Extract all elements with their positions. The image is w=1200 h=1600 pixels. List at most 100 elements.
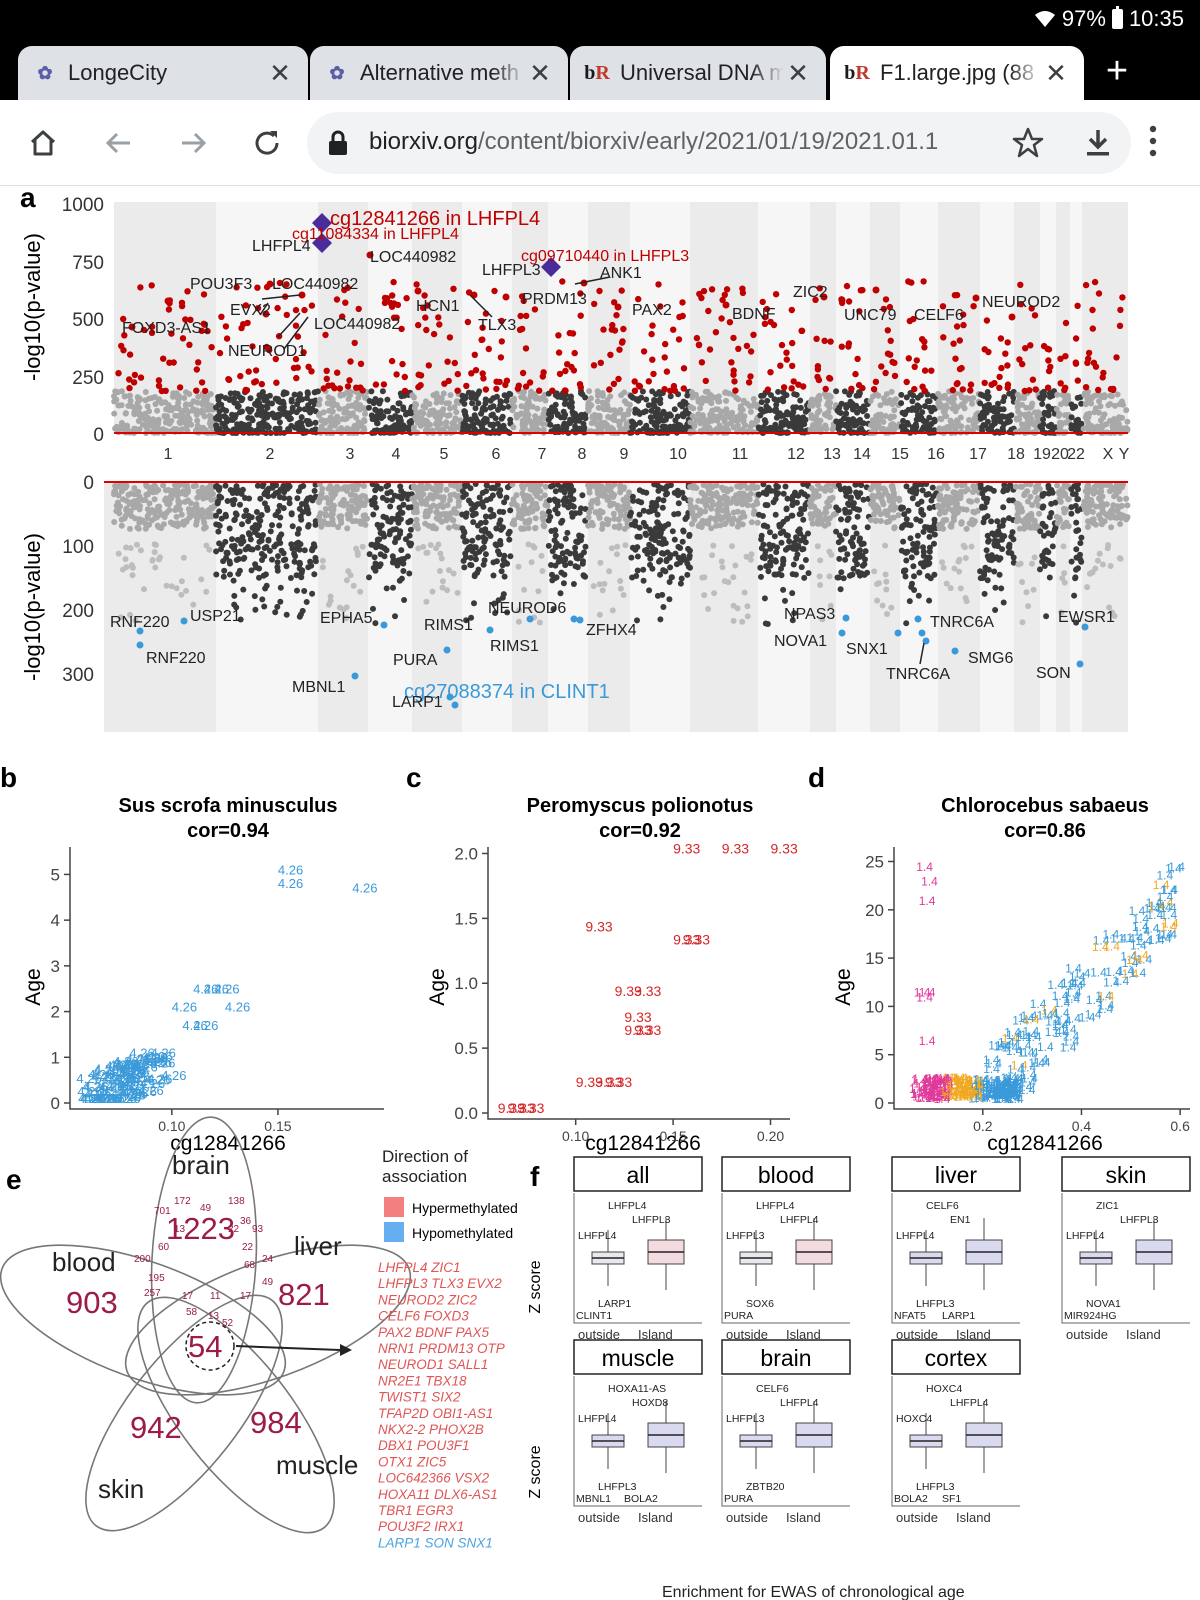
point-label: 1.4: [1146, 896, 1163, 910]
annotation: NFAT5: [894, 1310, 926, 1322]
point-label: 1.4: [1052, 1019, 1069, 1033]
point-label: 1.4: [912, 1090, 929, 1104]
new-tab-button[interactable]: +: [1105, 50, 1129, 92]
gene-list-item: DBX1 POU3F1: [378, 1438, 470, 1453]
point-label: 4.26: [86, 1086, 111, 1101]
download-icon[interactable]: [1081, 126, 1115, 160]
gene-label: RNF220: [110, 614, 170, 631]
point-label: 1.4: [994, 1076, 1011, 1090]
point-label: 1.4: [978, 1088, 995, 1102]
point-label: 1.4: [994, 1087, 1011, 1101]
venn-count: 13: [174, 1224, 186, 1235]
gene-list-item: PAX2 BDNF PAX5: [378, 1325, 490, 1340]
point-label: 1.4: [927, 1087, 944, 1101]
point-label: 1.4: [1132, 920, 1149, 934]
point-label: 1.4: [1148, 899, 1165, 913]
point-label: 1.4: [987, 1087, 1004, 1101]
x-axis-label: cg12841266: [987, 1132, 1103, 1155]
point-label: 4.26: [145, 1072, 170, 1087]
point-label: 1.4: [918, 1085, 935, 1099]
y-axis-label: Age: [426, 968, 449, 1005]
x-tick: Island: [956, 1327, 991, 1342]
chart-subtitle: cor=0.86: [1004, 820, 1086, 842]
arrow-left-icon: [105, 132, 130, 154]
venn-count: 49: [262, 1277, 274, 1288]
annotation: HOXD8: [632, 1397, 668, 1409]
point-label: 1.4: [931, 1081, 948, 1095]
point-label: 1.4: [1028, 1056, 1045, 1070]
y-tick: 0.0: [454, 1104, 478, 1123]
gene-label: RIMS1: [490, 638, 539, 655]
menu-icon[interactable]: [1148, 124, 1158, 158]
close-icon[interactable]: ✕: [269, 57, 291, 88]
point-label: 1.4: [923, 1082, 940, 1096]
battery-icon: [1111, 6, 1123, 29]
annotation: ZBTB20: [746, 1481, 785, 1493]
gene-list-item: LARP1 SON SNX1: [378, 1535, 493, 1550]
tab-longecity[interactable]: ✿ LongeCity ✕: [18, 46, 308, 100]
point-label: 1.4: [929, 1088, 946, 1102]
x-tick: Island: [786, 1510, 821, 1525]
point-label: 1.4: [1157, 890, 1174, 904]
point-label: 1.4: [1135, 934, 1152, 948]
point-label: 1.4: [1126, 953, 1143, 967]
point-label: 9.33: [624, 1009, 651, 1025]
close-icon[interactable]: ✕: [787, 57, 809, 88]
venn-panel: e brain liver blood skin muscle 1223 821…: [0, 1116, 518, 1550]
point-label: 1.4: [1132, 949, 1149, 963]
point-label: 1.4: [991, 1082, 1008, 1096]
tab-alternative-methods[interactable]: ✿ Alternative meth ✕: [310, 46, 568, 100]
panel-label: f: [530, 1161, 540, 1192]
gene-label: SON: [1036, 665, 1071, 682]
facet-strip: [721, 1156, 851, 1192]
y-axis-label: -log10(p-value): [20, 233, 45, 381]
point-label: 1.4: [1063, 1029, 1080, 1043]
point-label: 4.26: [352, 881, 377, 896]
point-label: 4.26: [278, 862, 303, 877]
point-label: 1.4: [1118, 932, 1135, 946]
point-label: 4.26: [117, 1084, 142, 1099]
point-label: 4.26: [115, 1057, 140, 1072]
point-label: 1.4: [1063, 989, 1080, 1003]
point-label: 1.4: [1103, 976, 1120, 990]
set-label: muscle: [276, 1450, 358, 1480]
url-text[interactable]: biorxiv.org/content/biorxiv/early/2021/0…: [369, 128, 939, 155]
point-label: 1.4: [946, 1089, 963, 1103]
close-icon[interactable]: ✕: [529, 57, 551, 88]
gene-label: ANK1: [600, 265, 642, 282]
back-button[interactable]: [96, 120, 142, 166]
point-label: 1.4: [1103, 928, 1120, 942]
gene-label: cg09710440 in LHFPL3: [521, 248, 689, 265]
point-label: 1.4: [925, 1091, 942, 1105]
point-label: 1.4: [1067, 978, 1084, 992]
reload-button[interactable]: [244, 120, 290, 166]
point-label: 1.4: [934, 1072, 951, 1086]
point-label: 1.4: [1092, 940, 1109, 954]
close-icon[interactable]: ✕: [1045, 57, 1067, 88]
point-label: 4.26: [95, 1091, 120, 1106]
point-label: 1.4: [968, 1079, 985, 1093]
point-label: 4.26: [113, 1056, 138, 1071]
home-button[interactable]: [20, 120, 66, 166]
point-label: 4.26: [126, 1052, 151, 1067]
y-tick: 20: [865, 901, 884, 920]
point-label: 1.4: [1160, 928, 1177, 942]
point-label: 1.4: [1103, 940, 1120, 954]
axis-line: [487, 847, 790, 1120]
point-label: 1.4: [1161, 883, 1178, 897]
forward-button[interactable]: [170, 120, 216, 166]
star-icon[interactable]: [1011, 126, 1045, 160]
point-label: 1.4: [974, 1089, 991, 1103]
point-label: 1.4: [1147, 908, 1164, 922]
annotation: CELF6: [756, 1383, 789, 1395]
point-label: 4.26: [90, 1091, 115, 1106]
point-label: 1.4: [934, 1084, 951, 1098]
address-bar[interactable]: biorxiv.org/content/biorxiv/early/2021/0…: [307, 112, 1131, 174]
chromosome-label: Y: [1119, 446, 1130, 463]
point-label: 1.4: [1079, 1011, 1096, 1025]
chromosome-label: 18: [1007, 446, 1025, 463]
